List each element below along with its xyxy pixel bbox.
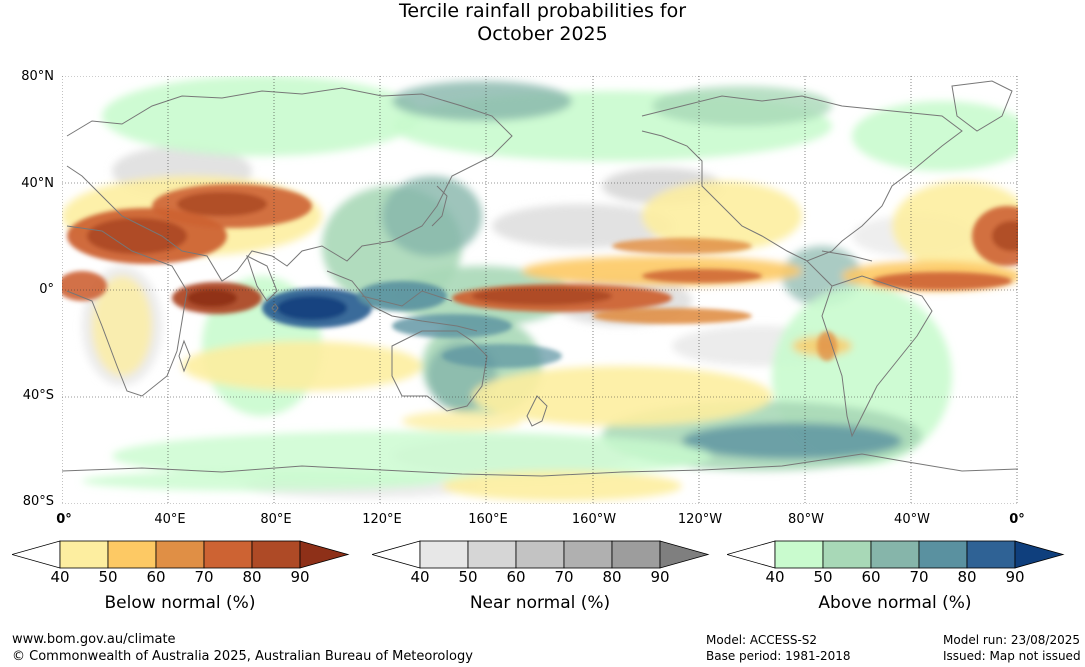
colorbar-tick-label: 70 xyxy=(909,568,929,586)
website-link[interactable]: www.bom.gov.au/climate xyxy=(12,632,176,647)
colorbar-segment xyxy=(419,540,469,569)
model-run: Model run: 23/08/2025 xyxy=(943,633,1081,647)
lon-label-360: 0° xyxy=(1009,512,1025,527)
colorbar-segment xyxy=(966,540,1016,569)
lon-label-80w: 80°W xyxy=(788,512,824,527)
probability-field xyxy=(62,76,1018,501)
colorbar-tick-label: 70 xyxy=(194,568,214,586)
lon-label-40e: 40°E xyxy=(154,512,186,527)
colorbar-segment xyxy=(467,540,517,569)
colorbar-tick-label: 70 xyxy=(554,568,574,586)
colorbar-tick-label: 50 xyxy=(458,568,478,586)
lon-label-160w: 160°W xyxy=(571,512,617,527)
colorbar-tick-label: 80 xyxy=(957,568,977,586)
lat-label-eq: 0° xyxy=(39,282,54,297)
colorbar-tick-label: 90 xyxy=(1005,568,1025,586)
colorbar-tick-label: 80 xyxy=(242,568,262,586)
lat-label-80n: 80°N xyxy=(21,69,54,84)
title-line-1: Tercile rainfall probabilities for xyxy=(398,0,687,22)
lat-label-40n: 40°N xyxy=(21,176,54,191)
title-line-2: October 2025 xyxy=(477,23,608,45)
strong-anomaly-field xyxy=(62,184,1018,368)
colorbar-tick-label: 80 xyxy=(602,568,622,586)
colorbar-tick-label: 90 xyxy=(650,568,670,586)
colorbar-segment xyxy=(515,540,565,569)
colorbar-tick-label: 40 xyxy=(410,568,430,586)
graticule xyxy=(62,76,1018,504)
colorbar-tick-label: 50 xyxy=(813,568,833,586)
colorbar-segment xyxy=(59,540,109,569)
colorbar-title-below: Below normal (%) xyxy=(104,593,256,613)
colorbar-segment xyxy=(822,540,872,569)
lon-label-80e: 80°E xyxy=(260,512,292,527)
footer-model: Model: ACCESS-S2 Base period: 1981-2018 xyxy=(706,632,851,664)
colorbar-title-near: Near normal (%) xyxy=(469,593,611,613)
colorbar-low-extension xyxy=(12,540,61,569)
colorbar-tick-label: 60 xyxy=(506,568,526,586)
lon-label-120e: 120°E xyxy=(362,512,402,527)
lon-label-160e: 160°E xyxy=(468,512,508,527)
colorbar-tick-label: 60 xyxy=(861,568,881,586)
colorbar-near-normal xyxy=(372,540,710,569)
colorbar-segment xyxy=(155,540,205,569)
colorbar-segment xyxy=(774,540,824,569)
issued-status: Issued: Map not issued xyxy=(943,649,1081,663)
lat-label-80s: 80°S xyxy=(22,494,54,509)
colorbar-above-normal xyxy=(727,540,1065,569)
colorbar-below-normal xyxy=(12,540,350,569)
colorbar-high-extension xyxy=(299,540,350,569)
colorbar-high-extension xyxy=(1014,540,1065,569)
lon-label-120w: 120°W xyxy=(677,512,723,527)
colorbar-segment xyxy=(251,540,301,569)
lon-label-0: 0° xyxy=(56,512,72,527)
coastlines xyxy=(62,80,1018,477)
model-name: Model: ACCESS-S2 xyxy=(706,633,818,647)
map-title: Tercile rainfall probabilities for Octob… xyxy=(0,0,1085,46)
colorbar-segment xyxy=(563,540,613,569)
colorbar-segment xyxy=(918,540,968,569)
colorbar-title-above: Above normal (%) xyxy=(818,593,972,613)
lon-label-40w: 40°W xyxy=(894,512,930,527)
rainfall-probability-map xyxy=(62,76,1018,504)
lat-label-40s: 40°S xyxy=(22,388,54,403)
colorbar-segment xyxy=(611,540,661,569)
colorbar-segment xyxy=(107,540,157,569)
colorbar-tick-label: 60 xyxy=(146,568,166,586)
colorbar-tick-label: 50 xyxy=(98,568,118,586)
colorbar-low-extension xyxy=(727,540,776,569)
colorbar-low-extension xyxy=(372,540,421,569)
base-period: Base period: 1981-2018 xyxy=(706,649,851,663)
colorbar-high-extension xyxy=(659,540,710,569)
footer-run: Model run: 23/08/2025 Issued: Map not is… xyxy=(943,632,1081,664)
footer-left: www.bom.gov.au/climate © Commonwealth of… xyxy=(12,631,473,665)
colorbar-tick-label: 40 xyxy=(765,568,785,586)
copyright: © Commonwealth of Australia 2025, Austra… xyxy=(12,649,473,664)
colorbar-segment xyxy=(203,540,253,569)
colorbar-tick-label: 40 xyxy=(50,568,70,586)
colorbar-segment xyxy=(870,540,920,569)
colorbar-tick-label: 90 xyxy=(290,568,310,586)
